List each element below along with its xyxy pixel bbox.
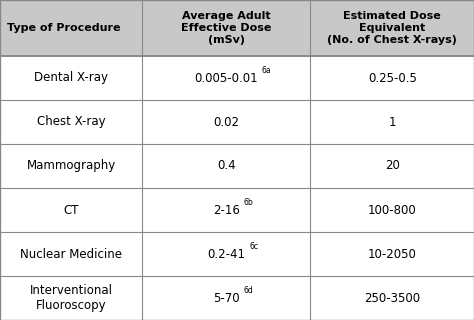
Text: Chest X-ray: Chest X-ray (37, 116, 105, 129)
Text: Type of Procedure: Type of Procedure (7, 23, 120, 33)
Bar (0, 0, 474, 56)
Text: Estimated Dose
Equivalent
(No. of Chest X-rays): Estimated Dose Equivalent (No. of Chest … (328, 11, 457, 45)
Bar (0, 232, 474, 276)
Text: 6c: 6c (249, 242, 258, 251)
Text: Nuclear Medicine: Nuclear Medicine (20, 247, 122, 260)
Text: 6d: 6d (244, 285, 253, 295)
Text: Interventional
Fluoroscopy: Interventional Fluoroscopy (29, 284, 113, 312)
Text: 250-3500: 250-3500 (364, 292, 420, 305)
Text: 0.4: 0.4 (217, 159, 236, 172)
Text: 1: 1 (389, 116, 396, 129)
Text: 100-800: 100-800 (368, 204, 417, 217)
Text: 20: 20 (385, 159, 400, 172)
Text: CT: CT (64, 204, 79, 217)
Text: Mammography: Mammography (27, 159, 116, 172)
Text: 0.25-0.5: 0.25-0.5 (368, 71, 417, 84)
Text: Average Adult
Effective Dose
(mSv): Average Adult Effective Dose (mSv) (181, 11, 272, 45)
Text: 6a: 6a (262, 66, 272, 75)
Text: 0.02: 0.02 (213, 116, 239, 129)
Text: Dental X-ray: Dental X-ray (34, 71, 108, 84)
Text: 0.005-0.01: 0.005-0.01 (194, 71, 258, 84)
Text: 2-16: 2-16 (213, 204, 240, 217)
Text: 5-70: 5-70 (213, 292, 240, 305)
Bar (0, 100, 474, 144)
Bar (0, 188, 474, 232)
Bar (0, 276, 474, 320)
Bar (0, 56, 474, 100)
Text: 10-2050: 10-2050 (368, 247, 417, 260)
Bar (0, 144, 474, 188)
Text: 6b: 6b (244, 197, 253, 207)
Text: 0.2-41: 0.2-41 (207, 247, 246, 260)
